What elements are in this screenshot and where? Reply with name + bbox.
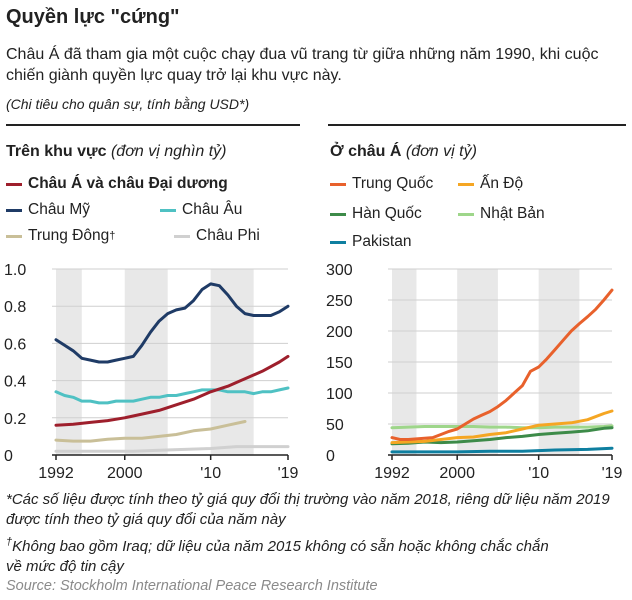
right-panel-unit: (đơn vị tỷ) <box>405 143 477 160</box>
legend-label: Châu Âu <box>182 201 243 218</box>
series-line <box>54 445 290 453</box>
footnote-1: *Các số liệu được tính theo tỷ giá quy đ… <box>6 491 610 528</box>
legend-swatch <box>330 212 346 216</box>
footnote-dagger: † <box>6 536 13 548</box>
x-tick-label: 2000 <box>107 465 143 482</box>
legend-label: Châu Á và châu Đại dương <box>28 175 228 192</box>
legend-label: Pakistan <box>352 233 412 250</box>
x-tick-label: '19 <box>278 465 299 482</box>
legend-swatch <box>6 234 22 238</box>
legend-swatch <box>160 208 176 212</box>
page-subtitle: Châu Á đã tham gia một cuộc chạy đua vũ … <box>6 46 599 84</box>
legend-label: Châu Mỹ <box>28 201 91 218</box>
right-panel-title-text: Ở châu Á <box>330 143 402 160</box>
x-tick-label: '19 <box>602 465 623 482</box>
y-tick-label: 0.2 <box>4 411 26 428</box>
legend-label: Hàn Quốc <box>352 205 422 222</box>
legend-swatch <box>458 182 474 186</box>
y-tick-label: 200 <box>326 324 353 341</box>
right-panel-rule <box>328 124 626 126</box>
legend-item-south-korea: Hàn Quốc <box>330 205 422 223</box>
x-tick-label: 2000 <box>439 465 475 482</box>
x-tick-label: 1992 <box>38 465 74 482</box>
asia-spending-chart: 0 50 100 150 200 250 300 1992 2000 '10 '19 <box>326 262 623 482</box>
legend-item-americas: Châu Mỹ <box>6 201 90 219</box>
y-tick-label: 0.4 <box>4 374 26 391</box>
left-panel-unit: (đơn vị nghìn tỷ) <box>110 143 227 160</box>
series-line <box>390 288 614 441</box>
legend-swatch <box>6 182 22 186</box>
y-tick-label: 1.0 <box>4 262 26 279</box>
legend-label: Ấn Độ <box>480 175 524 192</box>
legend-swatch <box>6 208 22 212</box>
series-line <box>54 386 290 405</box>
legend-item-japan: Nhật Bản <box>458 205 545 223</box>
legend-swatch <box>330 182 346 186</box>
legend-label: Trung Đông <box>28 227 110 244</box>
x-tick-label: '10 <box>200 465 221 482</box>
legend-item-india: Ấn Độ <box>458 175 523 193</box>
y-tick-label: 0.8 <box>4 299 26 316</box>
series-line <box>390 424 614 430</box>
right-panel-title: Ở châu Á (đơn vị tỷ) <box>330 143 477 161</box>
legend-item-pakistan: Pakistan <box>330 233 411 251</box>
legend-item-china: Trung Quốc <box>330 175 433 193</box>
legend-label: Trung Quốc <box>352 175 434 192</box>
footnote-2: †Không bao gồm Iraq; dữ liệu của năm 201… <box>6 532 566 577</box>
series-line <box>390 409 614 445</box>
shaded-band <box>124 269 168 455</box>
legend-item-asia-oceania: Châu Á và châu Đại dương <box>6 175 228 193</box>
legend-swatch <box>174 234 190 238</box>
y-tick-label: 0.6 <box>4 336 26 353</box>
left-panel-rule <box>6 124 300 126</box>
shaded-band <box>56 269 82 455</box>
x-tick-label: 1992 <box>374 465 410 482</box>
legend-label: Nhật Bản <box>480 205 545 222</box>
legend-swatch <box>458 212 474 216</box>
y-tick-label: 0 <box>326 448 335 465</box>
series-line <box>390 446 614 454</box>
footnote-2-text: Không bao gồm Iraq; dữ liệu của năm 2015… <box>6 538 549 575</box>
source-line: Source: Stockholm International Peace Re… <box>6 578 378 594</box>
y-tick-label: 50 <box>326 417 344 434</box>
y-tick-label: 0 <box>4 448 13 465</box>
legend-item-middle-east: Trung Đông † <box>6 227 115 245</box>
units-note: (Chi tiêu cho quân sự, tính bằng USD*) <box>6 96 250 112</box>
series-line <box>54 282 290 364</box>
series-line <box>54 420 247 443</box>
left-panel-title-text: Trên khu vực <box>6 143 107 160</box>
y-tick-label: 150 <box>326 355 353 372</box>
y-tick-label: 100 <box>326 386 353 403</box>
page-title: Quyền lực "cứng" <box>6 6 180 28</box>
x-tick-label: '10 <box>528 465 549 482</box>
legend-item-europe: Châu Âu <box>160 201 242 219</box>
legend-swatch <box>330 240 346 244</box>
regional-spending-chart: 0 0.2 0.4 0.6 0.8 1.0 1992 2000 '10 '19 <box>4 262 299 482</box>
legend-item-africa: Châu Phi <box>174 227 260 245</box>
legend-label: Châu Phi <box>196 227 260 244</box>
y-tick-label: 250 <box>326 293 353 310</box>
left-panel-title: Trên khu vực (đơn vị nghìn tỷ) <box>6 143 226 161</box>
series-line <box>54 354 290 427</box>
y-tick-label: 300 <box>326 262 353 279</box>
